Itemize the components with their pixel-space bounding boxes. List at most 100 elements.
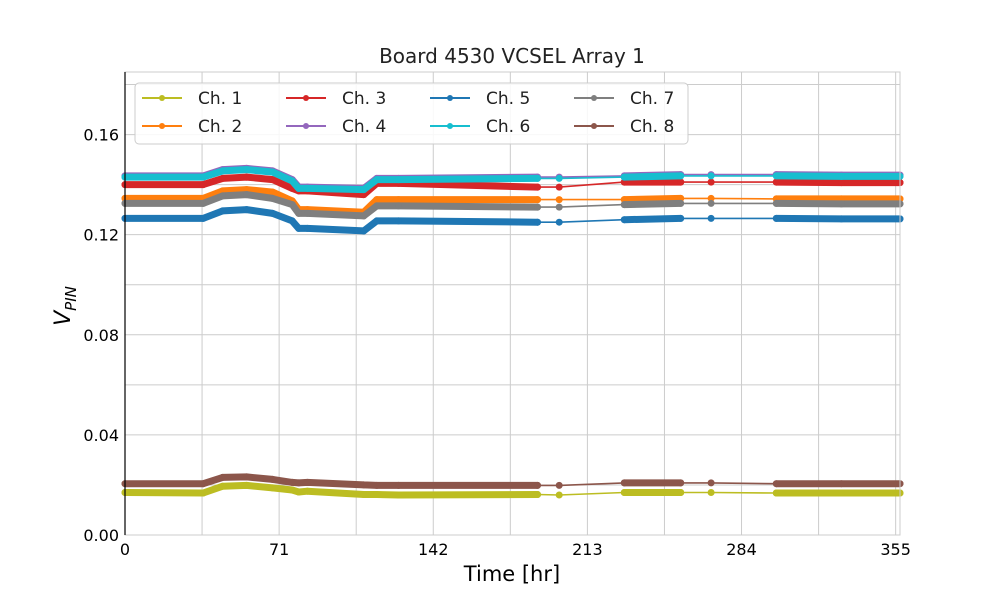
series-ch-8: [121, 473, 904, 489]
legend-marker: [303, 95, 309, 101]
legend-label: Ch. 5: [486, 89, 530, 109]
legend-item: Ch. 5: [430, 89, 530, 109]
series-point: [360, 481, 368, 489]
y-tick-label: 0.00: [83, 526, 119, 545]
series-point: [620, 489, 628, 496]
series-point: [555, 196, 563, 204]
series-point: [295, 479, 303, 487]
x-axis-label: Time [hr]: [463, 562, 560, 586]
series-point: [837, 179, 845, 187]
series-point: [772, 489, 780, 497]
y-tick-label: 0.04: [83, 426, 119, 445]
legend-marker: [447, 123, 453, 129]
series-point: [837, 489, 845, 497]
svg-text:VPIN: VPIN: [51, 286, 80, 326]
series-point: [395, 202, 402, 210]
legend-label: Ch. 4: [342, 117, 386, 137]
series-band: [121, 166, 904, 194]
series-point: [243, 473, 251, 481]
series-point: [373, 202, 381, 210]
legend-item: Ch. 2: [142, 117, 242, 137]
series-point: [269, 194, 277, 202]
series-point: [534, 481, 541, 489]
series-point: [395, 196, 402, 204]
series-point: [555, 218, 563, 226]
series-point: [269, 188, 277, 196]
series-point: [707, 194, 715, 202]
series-point: [269, 475, 277, 483]
series-point: [707, 199, 715, 207]
series-point: [219, 482, 227, 490]
y-axis-label-sub: PIN: [62, 286, 80, 311]
series-point: [303, 478, 311, 486]
series-point: [620, 201, 628, 209]
grid: [124, 72, 900, 535]
series-point: [360, 186, 368, 194]
series-point: [707, 479, 715, 487]
series-lines: [121, 164, 904, 499]
series-point: [555, 174, 563, 182]
series-point: [677, 178, 685, 186]
series-point: [772, 199, 780, 207]
legend-item: Ch. 8: [574, 117, 674, 137]
legend-label: Ch. 3: [342, 89, 386, 109]
series-point: [199, 199, 207, 207]
series-point: [555, 481, 563, 489]
series-point: [288, 217, 296, 225]
series-point: [620, 216, 628, 224]
y-tick-label: 0.08: [83, 326, 119, 345]
legend-item: Ch. 1: [142, 89, 242, 109]
series-ch-2: [121, 186, 904, 216]
series-point: [303, 487, 311, 495]
legend-marker: [591, 123, 597, 129]
legend-marker: [591, 95, 597, 101]
series-point: [303, 184, 311, 192]
x-tick-label: 284: [726, 540, 757, 559]
series-point: [677, 479, 685, 487]
series-band: [121, 473, 904, 489]
series-point: [395, 217, 402, 225]
series-point: [707, 489, 715, 496]
series-point: [373, 196, 381, 204]
series-band: [121, 191, 904, 220]
series-point: [360, 227, 368, 235]
x-tick-label: 142: [418, 540, 449, 559]
series-point: [772, 214, 780, 222]
series-point: [837, 480, 845, 488]
series-point: [269, 168, 277, 176]
chart-title: Board 4530 VCSEL Array 1: [379, 44, 645, 68]
series-point: [373, 217, 381, 225]
series-point: [199, 214, 207, 222]
legend-item: Ch. 3: [286, 89, 386, 109]
series-point: [269, 209, 277, 217]
series-point: [288, 478, 296, 486]
series-point: [620, 479, 628, 487]
x-tick-label: 355: [880, 540, 911, 559]
series-point: [219, 167, 227, 175]
legend-label: Ch. 1: [198, 89, 242, 109]
legend-marker: [303, 123, 309, 129]
series-point: [243, 206, 251, 214]
series-point: [243, 166, 251, 174]
series-band: [121, 186, 904, 216]
series-point: [295, 184, 303, 192]
series-point: [219, 174, 227, 182]
series-point: [534, 196, 541, 204]
legend-label: Ch. 7: [630, 89, 674, 109]
y-tick-label: 0.12: [83, 226, 119, 245]
y-axis-label: VPIN: [51, 286, 80, 326]
series-ch-1: [121, 481, 904, 499]
series-point: [219, 207, 227, 215]
series-point: [295, 209, 303, 217]
x-tick-label: 71: [269, 540, 289, 559]
series-point: [199, 173, 207, 181]
series-ch-6: [121, 166, 904, 194]
series-point: [555, 183, 563, 191]
series-point: [269, 484, 277, 492]
series-point: [534, 183, 541, 191]
series-point: [243, 191, 251, 199]
series-point: [303, 224, 311, 232]
series-point: [534, 203, 541, 211]
series-point: [837, 215, 845, 223]
series-point: [288, 486, 296, 494]
